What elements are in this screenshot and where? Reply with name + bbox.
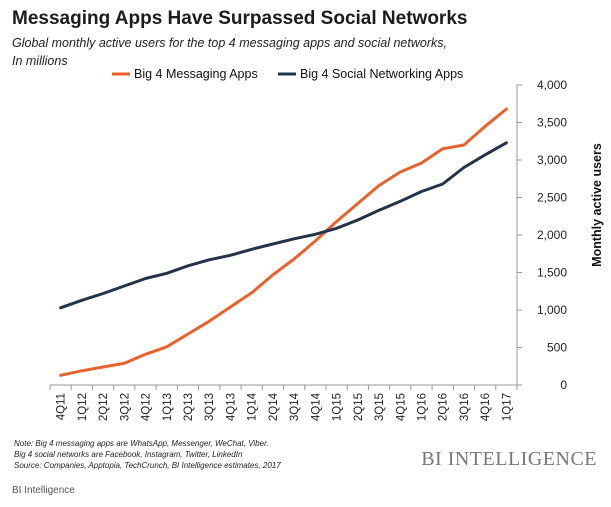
subtitle-line-2: In millions <box>12 54 68 68</box>
line-chart: 0 500 1,000 1,500 2,000 2,500 3,000 3,500 4,000 M… <box>49 67 604 421</box>
x-tick-label: 2Q14 <box>268 392 280 421</box>
x-tick-label: 3Q16 <box>459 393 471 421</box>
y-tick-label: 0 <box>560 378 567 392</box>
x-tick-label: 2Q16 <box>438 393 450 421</box>
chart-notes: Note: Big 4 messaging apps are WhatsApp,… <box>14 438 281 471</box>
chart-subtitle: Global monthly active users for the top … <box>12 34 572 70</box>
subtitle-line-1: Global monthly active users for the top … <box>12 36 447 50</box>
y-tick-label: 3,500 <box>537 116 567 130</box>
legend-label: Big 4 Messaging Apps <box>134 67 258 81</box>
y-tick-label: 4,000 <box>537 78 567 92</box>
x-tick-label: 2Q12 <box>98 393 110 421</box>
footer-credit: BI Intelligence <box>12 485 75 496</box>
x-tick-label: 4Q15 <box>395 393 407 421</box>
x-tick-label: 1Q16 <box>416 393 428 421</box>
y-tick-label: 1,500 <box>537 266 567 280</box>
x-tick-label: 2Q15 <box>353 393 365 421</box>
series-line-social <box>59 141 508 310</box>
x-tick-label: 2Q13 <box>183 393 195 421</box>
note-line-1: Note: Big 4 messaging apps are WhatsApp,… <box>14 439 269 448</box>
legend-label: Big 4 Social Networking Apps <box>300 67 463 81</box>
x-tick-label: 3Q15 <box>374 393 386 421</box>
brand-logo-text: BI INTELLIGENCE <box>421 448 597 470</box>
x-tick-label: 4Q14 <box>310 392 322 421</box>
series-line-messaging <box>59 107 508 377</box>
x-tick-label: 1Q14 <box>247 392 259 421</box>
y-tick-label: 3,000 <box>537 153 567 167</box>
x-tick-label: 4Q13 <box>225 393 237 421</box>
chart-title: Messaging Apps Have Surpassed Social Net… <box>12 8 468 29</box>
y-tick-label: 500 <box>547 341 567 355</box>
x-tick-label: 1Q12 <box>77 393 89 421</box>
x-tick-label: 3Q13 <box>204 393 216 421</box>
note-line-3: Source: Companies, Apptopia, TechCrunch,… <box>14 461 281 470</box>
x-tick-label: 1Q13 <box>162 393 174 421</box>
x-tick-label: 4Q12 <box>141 393 153 421</box>
y-axis-title: Monthly active users <box>590 143 604 267</box>
note-line-2: Big 4 social networks are Facebook, Inst… <box>14 450 243 459</box>
x-tick-label: 4Q16 <box>480 393 492 421</box>
x-tick-label: 1Q15 <box>332 393 344 421</box>
x-tick-label: 4Q11 <box>56 393 68 420</box>
y-tick-label: 2,500 <box>537 191 567 205</box>
y-tick-label: 2,000 <box>537 228 567 242</box>
x-tick-label: 1Q17 <box>501 393 513 421</box>
y-tick-label: 1,000 <box>537 303 567 317</box>
x-tick-label: 3Q14 <box>289 392 301 421</box>
x-tick-label: 3Q12 <box>119 393 131 421</box>
